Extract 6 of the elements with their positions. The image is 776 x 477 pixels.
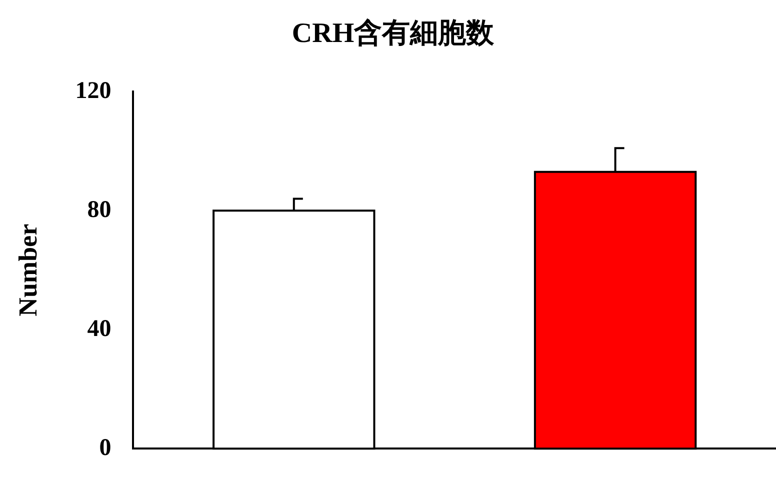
y-tick-label: 0 (99, 434, 112, 461)
y-tick-label: 120 (75, 78, 112, 104)
y-tick-label: 80 (87, 196, 112, 223)
chart-title: CRH含有細胞数 (292, 18, 496, 50)
y-axis-title: Number (13, 224, 42, 316)
y-tick-label: 40 (87, 316, 112, 342)
